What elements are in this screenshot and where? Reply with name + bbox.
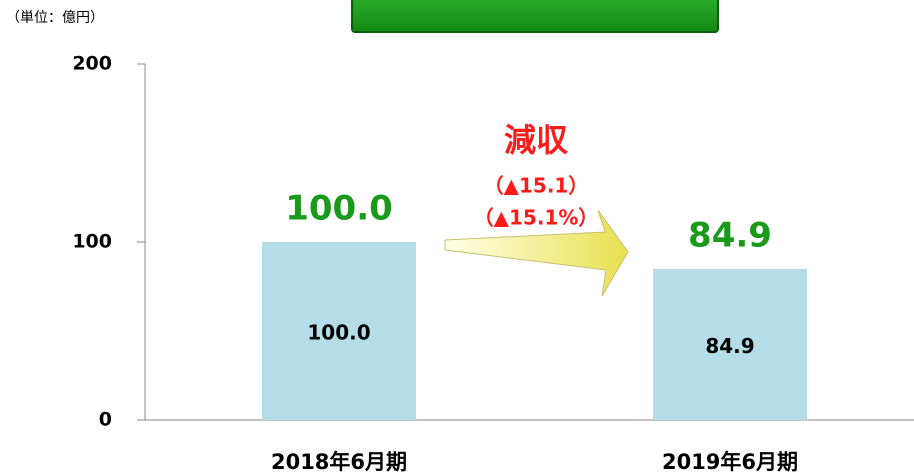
title-box — [351, 0, 719, 33]
bar — [262, 242, 416, 420]
annotation: 減収 — [504, 121, 568, 159]
unit-label: （単位：億円） — [6, 10, 104, 26]
value-label-inner: 100.0 — [307, 321, 370, 345]
arrow — [444, 209, 629, 297]
x-tick-label: 2018年6月期 — [271, 450, 407, 474]
annotation: （▲15.1） — [484, 174, 589, 198]
annotation: （▲15.1%） — [474, 206, 599, 230]
value-label: 84.9 — [688, 215, 772, 255]
value-label-inner: 84.9 — [705, 334, 754, 358]
y-tick-label: 100 — [72, 231, 112, 253]
y-tick-label: 200 — [72, 53, 112, 75]
bar — [653, 268, 807, 420]
value-label: 100.0 — [285, 189, 393, 229]
y-tick-label: 0 — [99, 409, 112, 431]
x-tick-label: 2019年6月期 — [662, 450, 798, 474]
